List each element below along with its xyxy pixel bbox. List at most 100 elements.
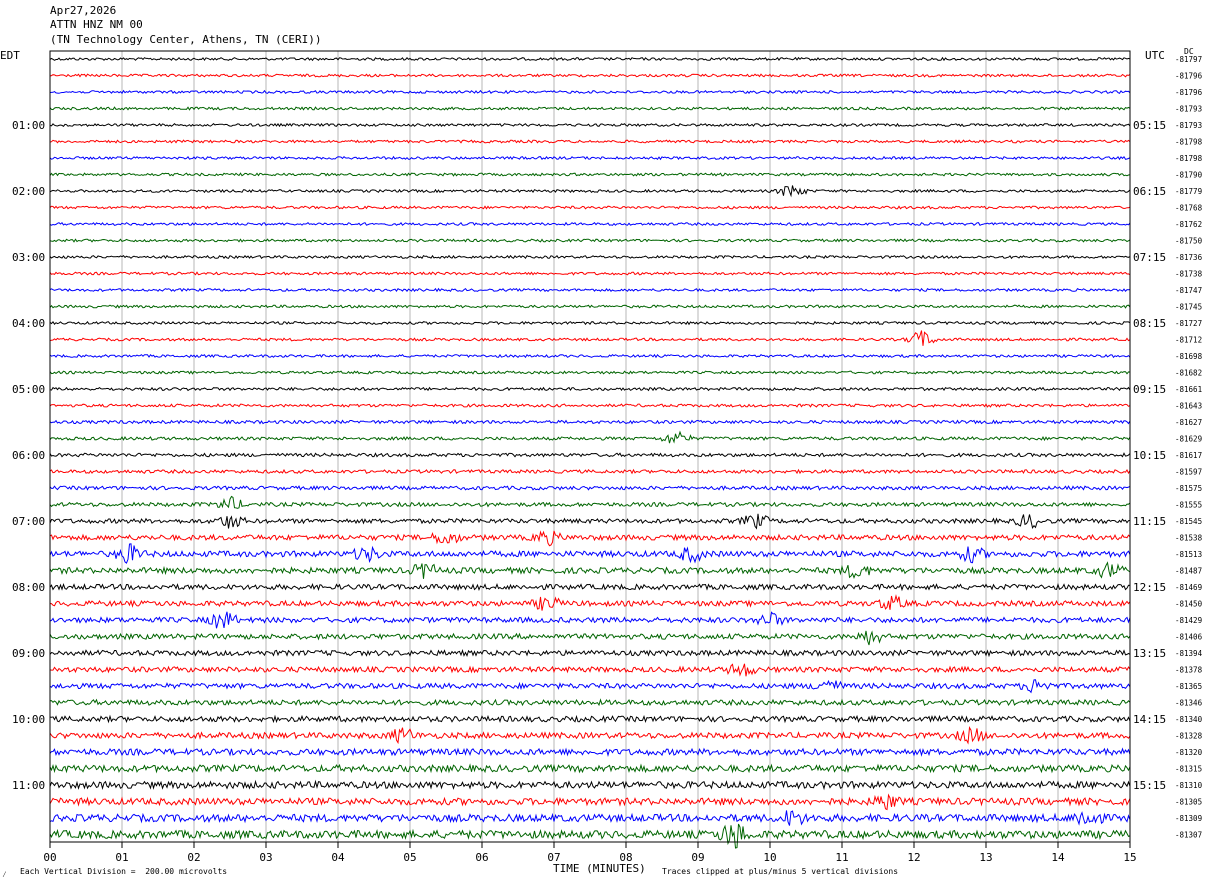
dc-offset-label: -81555	[1175, 501, 1202, 510]
dc-offset-label: -81762	[1175, 220, 1202, 229]
dc-offset-label: -81727	[1175, 319, 1202, 328]
trace-line	[49, 430, 1131, 444]
dc-offset-label: -81378	[1175, 666, 1203, 675]
dc-offset-label: -81796	[1175, 72, 1203, 81]
x-tick-label: 03	[259, 851, 272, 864]
left-timezone-label: EDT	[0, 49, 20, 62]
dc-offset-label: -81698	[1175, 352, 1203, 361]
trace-line	[49, 386, 1131, 392]
trace-line	[49, 353, 1131, 359]
dc-offset-label: -81798	[1175, 138, 1203, 147]
utc-hour-label: 12:15	[1133, 581, 1166, 594]
trace-line	[49, 698, 1131, 707]
edt-hour-label: 06:00	[12, 449, 45, 462]
trace-line	[49, 495, 1131, 509]
utc-hour-label: 05:15	[1133, 119, 1166, 132]
trace-line	[49, 530, 1131, 547]
edt-hour-label: 05:00	[12, 383, 45, 396]
trace-line	[49, 304, 1131, 309]
clip-note: Traces clipped at plus/minus 5 vertical …	[662, 867, 899, 876]
trace-line	[49, 663, 1131, 677]
dc-offset-label: -81406	[1175, 633, 1203, 642]
trace-line	[50, 594, 1131, 611]
dc-offset-label: -81779	[1175, 187, 1202, 196]
trace-line	[49, 648, 1131, 658]
scale-note: Each Vertical Division = 200.00 microvol…	[20, 867, 228, 876]
dc-offset-label: -81617	[1175, 451, 1202, 460]
trace-line	[49, 419, 1131, 425]
utc-hour-label: 14:15	[1133, 713, 1166, 726]
dc-offset-label: -81545	[1175, 517, 1202, 526]
trace-line	[49, 485, 1131, 491]
dc-offset-label: -81796	[1175, 88, 1203, 97]
dc-offset-label: -81450	[1175, 600, 1203, 609]
minute-grid	[121, 51, 1059, 842]
trace-line	[49, 221, 1131, 227]
trace-line	[49, 543, 1131, 564]
trace-line	[49, 823, 1131, 849]
dc-offset-label: -81309	[1175, 814, 1202, 823]
trace-line	[49, 513, 1131, 530]
trace-line	[49, 106, 1131, 111]
dc-offset-label: -81575	[1175, 484, 1202, 493]
dc-offset-label: -81793	[1175, 105, 1202, 114]
trace-line	[49, 810, 1131, 826]
utc-hour-label: 10:15	[1133, 449, 1166, 462]
dc-offset-label: -81513	[1175, 550, 1202, 559]
trace-line	[49, 330, 1131, 346]
edt-hour-label: 08:00	[12, 581, 45, 594]
dc-offset-label: -81629	[1175, 435, 1202, 444]
dc-offset-label: -81750	[1175, 237, 1203, 246]
trace-line	[49, 238, 1131, 243]
trace-line	[49, 611, 1131, 629]
edt-hour-label: 01:00	[12, 119, 45, 132]
trace-line	[49, 205, 1131, 210]
x-axis-title: TIME (MINUTES)	[553, 862, 646, 875]
dc-offset-label: -81305	[1175, 798, 1202, 807]
utc-hour-label: 08:15	[1133, 317, 1166, 330]
station-code: ATTN HNZ NM 00	[50, 18, 143, 31]
right-timezone-label: UTC	[1145, 49, 1165, 62]
x-tick-label: 08	[619, 851, 632, 864]
x-tick-label: 12	[907, 851, 920, 864]
dc-offset-label: -81768	[1175, 204, 1203, 213]
trace-line	[49, 320, 1131, 326]
trace-line	[49, 56, 1131, 62]
trace-line	[49, 287, 1131, 293]
dc-offset-label: -81747	[1175, 286, 1202, 295]
utc-hour-label: 06:15	[1133, 185, 1166, 198]
trace-line	[49, 452, 1131, 458]
trace-line	[49, 155, 1131, 161]
plot-frame	[49, 50, 1131, 843]
edt-hour-label: 11:00	[12, 779, 45, 792]
dc-offset-label: -81315	[1175, 765, 1202, 774]
trace-line	[49, 370, 1131, 375]
logo-mark: ⁄	[2, 870, 7, 879]
dc-offset-label: -81793	[1175, 121, 1202, 130]
trace-line	[49, 714, 1131, 724]
dc-offset-label: -81682	[1175, 369, 1202, 378]
edt-hour-label: 10:00	[12, 713, 45, 726]
trace-line	[49, 89, 1131, 95]
x-tick-label: 11	[835, 851, 848, 864]
dc-offset-label: -81798	[1175, 154, 1203, 163]
x-tick-label: 00	[43, 851, 56, 864]
dc-offset-label: -81661	[1175, 385, 1202, 394]
dc-offset-label: -81307	[1175, 831, 1202, 840]
utc-hour-label: 09:15	[1133, 383, 1166, 396]
time-labels: 01:00 02:00 03:00 04:00 05:00 06:00 07:00 08:00…	[12, 55, 1203, 840]
x-tick-label: 02	[187, 851, 200, 864]
record-date: Apr27,2026	[50, 4, 117, 17]
trace-line	[49, 468, 1131, 475]
dc-offset-label: -81797	[1175, 55, 1202, 64]
dc-offset-label: -81394	[1175, 649, 1203, 658]
trace-line	[49, 122, 1131, 128]
dc-offset-label: -81643	[1175, 402, 1202, 411]
x-axis-ticks: 00 01 02 03 04 05 06 07 08 09 10 11 12 13 14 15	[43, 842, 1137, 864]
dc-offset-label: -81310	[1175, 781, 1203, 790]
trace-line	[49, 139, 1131, 144]
edt-hour-label: 09:00	[12, 647, 45, 660]
edt-hour-label: 04:00	[12, 317, 45, 330]
x-tick-label: 10	[763, 851, 776, 864]
